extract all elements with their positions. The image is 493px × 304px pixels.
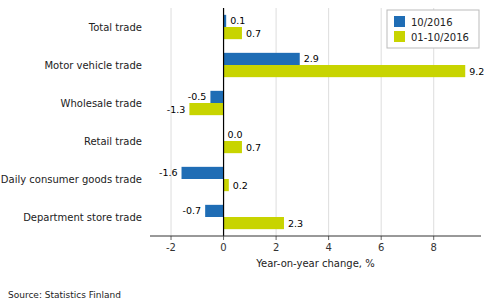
data-label: 0.0 bbox=[228, 129, 243, 140]
data-label: 0.1 bbox=[230, 15, 245, 26]
legend-label: 10/2016 bbox=[411, 17, 453, 28]
category-label: Daily consumer goods trade bbox=[1, 174, 142, 185]
tick-label: 0 bbox=[220, 242, 226, 253]
x-axis-label: Year-on-year change, % bbox=[255, 258, 374, 269]
category-label: Wholesale trade bbox=[61, 98, 142, 109]
tick-mark bbox=[433, 236, 434, 240]
tick-label: -2 bbox=[166, 242, 176, 253]
grid-line bbox=[171, 8, 172, 236]
x-axis-line bbox=[150, 236, 481, 237]
data-label: 0.2 bbox=[233, 180, 248, 191]
bar bbox=[210, 91, 223, 103]
bar bbox=[182, 167, 224, 179]
bar bbox=[224, 179, 229, 191]
legend: 10/2016 01-10/2016 bbox=[387, 10, 479, 48]
category-label: Total trade bbox=[88, 22, 142, 33]
bar bbox=[205, 205, 223, 217]
data-label: 2.3 bbox=[288, 218, 303, 229]
data-label: 0.7 bbox=[246, 28, 261, 39]
category-label: Motor vehicle trade bbox=[44, 60, 142, 71]
tick-label: 8 bbox=[431, 242, 437, 253]
data-label: -1.3 bbox=[167, 104, 186, 115]
grid-line bbox=[328, 8, 329, 236]
grid-line bbox=[276, 8, 277, 236]
data-label: 2.9 bbox=[304, 53, 319, 64]
data-label: -0.7 bbox=[183, 205, 202, 216]
grid-line bbox=[381, 8, 382, 236]
tick-mark bbox=[276, 236, 277, 240]
legend-swatch bbox=[394, 31, 405, 42]
chart: -2 0 2 4 6 8 0.1 2.9 -0.5 0.0 -1.6 -0.7 0.7 9.2 -1.3 0.… bbox=[0, 0, 493, 304]
tick-label: 4 bbox=[325, 242, 331, 253]
zero-line bbox=[223, 8, 224, 236]
tick-mark bbox=[171, 236, 172, 240]
bar bbox=[224, 53, 300, 65]
legend-label: 01-10/2016 bbox=[411, 32, 469, 43]
legend-box bbox=[387, 10, 479, 48]
data-label: -0.5 bbox=[188, 91, 207, 102]
bar bbox=[224, 217, 284, 229]
category-label: Department store trade bbox=[23, 212, 142, 223]
grid-line bbox=[223, 8, 224, 236]
bar bbox=[224, 27, 242, 39]
legend-swatch bbox=[394, 16, 405, 27]
tick-mark bbox=[328, 236, 329, 240]
data-label: 0.7 bbox=[246, 142, 261, 153]
bar bbox=[189, 103, 223, 115]
data-label: -1.6 bbox=[159, 167, 178, 178]
tick-mark bbox=[381, 236, 382, 240]
bar bbox=[224, 141, 242, 153]
bar bbox=[224, 65, 466, 77]
tick-label: 6 bbox=[378, 242, 384, 253]
tick-mark bbox=[223, 236, 224, 240]
data-label: 9.2 bbox=[469, 66, 484, 77]
category-label: Retail trade bbox=[84, 136, 142, 147]
source-note: Source: Statistics Finland bbox=[8, 290, 121, 300]
tick-label: 2 bbox=[273, 242, 279, 253]
